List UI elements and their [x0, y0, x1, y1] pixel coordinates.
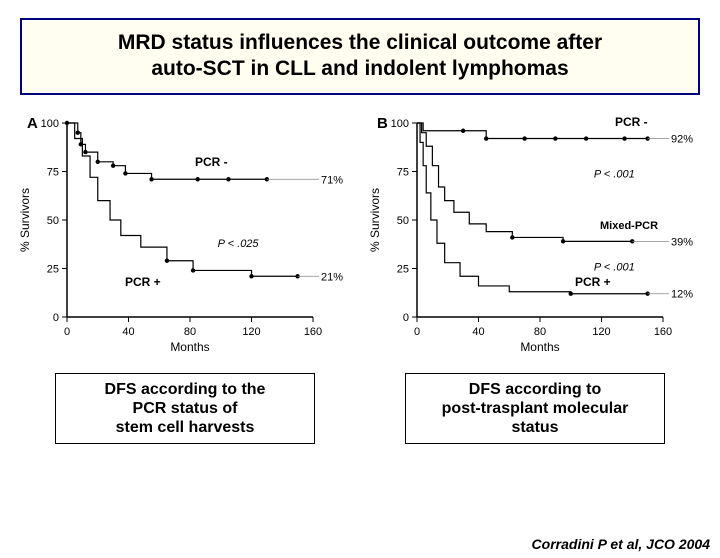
charts-row: A 0 25 50 75 100 0 40 80 120 160 Months % Survivors 7… [10, 105, 710, 355]
chart-a-pcr-neg-label: PCR - [195, 155, 228, 169]
title-line2: auto-SCT in CLL and indolent lymphomas [30, 56, 690, 82]
svg-text:120: 120 [242, 326, 260, 338]
svg-text:80: 80 [534, 326, 546, 338]
chart-a-container: A 0 25 50 75 100 0 40 80 120 160 Months % Survivors 7… [15, 105, 355, 355]
svg-text:0: 0 [64, 326, 70, 338]
svg-text:0: 0 [414, 326, 420, 338]
citation-text: Corradini P et al, JCO 2004 [532, 536, 710, 552]
caption-b-l1: DFS according to [416, 380, 654, 399]
svg-text:71%: 71% [321, 174, 343, 186]
svg-text:160: 160 [304, 326, 322, 338]
chart-a-pcr-pos-label: PCR + [125, 275, 161, 289]
chart-b-container: B 0 25 50 75 100 0 40 80 120 160 Months % Survivors 9… [365, 105, 705, 355]
svg-text:P < .001: P < .001 [594, 168, 635, 180]
svg-text:P < .025: P < .025 [218, 238, 260, 250]
svg-text:50: 50 [397, 215, 409, 227]
caption-a-l3: stem cell harvests [66, 418, 304, 437]
svg-text:A: A [27, 115, 38, 132]
caption-b-l2: post-trasplant molecular [416, 399, 654, 418]
svg-text:% Survivors: % Survivors [18, 187, 32, 251]
title-line1: MRD status influences the clinical outco… [30, 30, 690, 56]
caption-a-box: DFS according to the PCR status of stem … [55, 373, 315, 445]
svg-text:12%: 12% [671, 288, 693, 300]
svg-text:80: 80 [184, 326, 196, 338]
svg-text:120: 120 [592, 326, 610, 338]
svg-text:50: 50 [47, 215, 59, 227]
svg-text:% Survivors: % Survivors [368, 187, 382, 251]
svg-text:P < .001: P < .001 [594, 261, 635, 273]
svg-text:100: 100 [41, 118, 59, 130]
svg-text:25: 25 [47, 263, 59, 275]
svg-text:75: 75 [47, 166, 59, 178]
svg-text:160: 160 [654, 326, 672, 338]
svg-text:92%: 92% [671, 133, 693, 145]
caption-b-box: DFS according to post-trasplant molecula… [405, 373, 665, 445]
svg-text:Months: Months [520, 340, 559, 354]
svg-text:25: 25 [397, 263, 409, 275]
caption-a-l1: DFS according to the [66, 380, 304, 399]
chart-b-mixed-label: Mixed-PCR [600, 220, 658, 232]
chart-a-svg: A 0 25 50 75 100 0 40 80 120 160 Months % Survivors 7… [15, 105, 355, 355]
svg-text:100: 100 [391, 118, 409, 130]
caption-a-l2: PCR status of [66, 399, 304, 418]
caption-b-l3: status [416, 418, 654, 437]
svg-text:Months: Months [170, 340, 209, 354]
svg-text:40: 40 [472, 326, 484, 338]
svg-text:75: 75 [397, 166, 409, 178]
svg-text:B: B [377, 115, 388, 132]
chart-b-pcr-neg-label: PCR - [615, 115, 648, 129]
svg-text:39%: 39% [671, 236, 693, 248]
svg-text:0: 0 [403, 312, 409, 324]
svg-text:21%: 21% [321, 271, 343, 283]
chart-b-pcr-pos-label: PCR + [575, 275, 611, 289]
captions-row: DFS according to the PCR status of stem … [10, 373, 710, 445]
svg-text:40: 40 [122, 326, 134, 338]
title-box: MRD status influences the clinical outco… [20, 18, 700, 95]
svg-text:0: 0 [53, 312, 59, 324]
